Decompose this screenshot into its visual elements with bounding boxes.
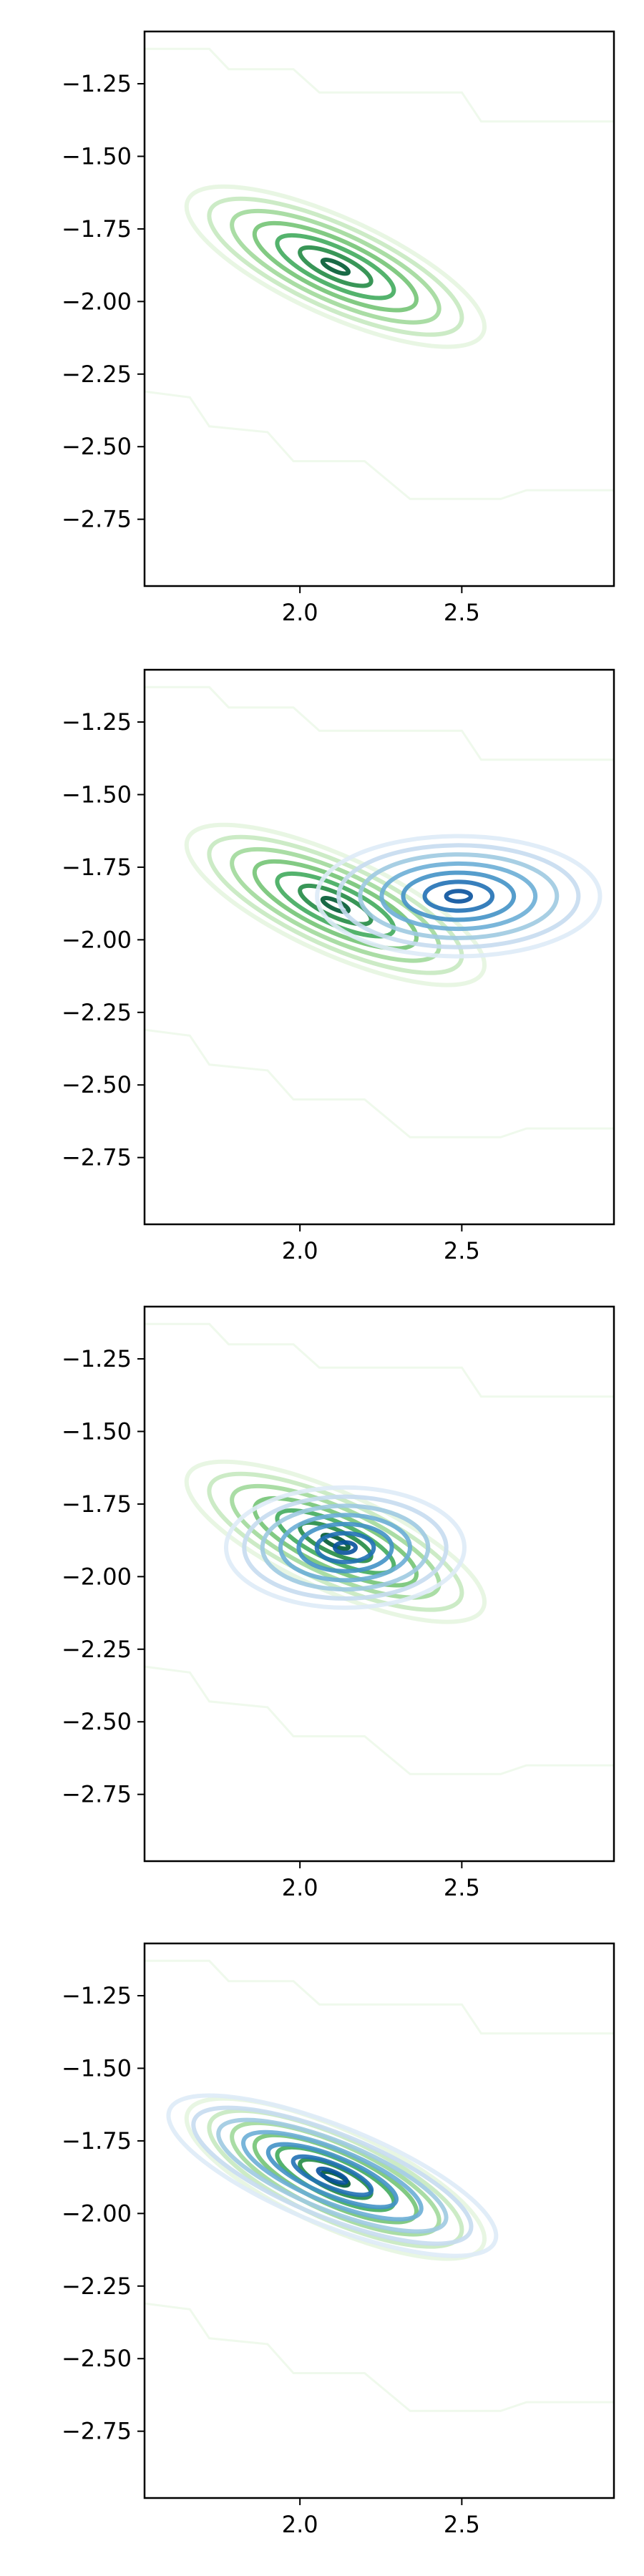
x-tick-label: 2.5 — [444, 1237, 480, 1264]
axes-frame — [143, 1942, 615, 2499]
blues-contour-level-3 — [358, 852, 560, 940]
y-tick-label: −2.50 — [62, 1708, 132, 1735]
blues-contour-level-4 — [278, 1513, 412, 1583]
y-tick-label: −2.25 — [62, 999, 132, 1026]
background-contour-line — [144, 1028, 614, 1138]
axes-frame — [143, 1305, 615, 1863]
y-tick-label: −2.25 — [62, 1636, 132, 1663]
blues-contour-level-3 — [216, 2117, 449, 2234]
blues-contour-level-5 — [401, 870, 517, 922]
blues-contour-level-2 — [242, 1494, 449, 1601]
chart-panel-3: 2.0 2.5 −1.25 −1.50 −1.75 −2.00 −2.25 −2.50 −2.7… — [62, 1305, 615, 1901]
greens-contour-level-3 — [230, 1483, 441, 1600]
background-contour-line — [145, 47, 614, 123]
y-tick-label: −1.25 — [62, 1345, 132, 1372]
greens-contour-level-2 — [207, 196, 464, 337]
blues-contour-level-2 — [191, 2105, 474, 2246]
y-tick-label: −2.00 — [62, 2200, 132, 2227]
y-tick-label: −1.75 — [62, 215, 132, 243]
x-tick-label: 2.0 — [282, 1874, 318, 1901]
y-tick-label: −1.50 — [62, 2054, 132, 2082]
y-tick-label: −2.75 — [62, 2418, 132, 2445]
y-tick-label: −1.50 — [62, 1418, 132, 1445]
background-contour-line — [144, 2302, 614, 2412]
background-contour-line — [145, 1959, 614, 2035]
greens-contour-level-4 — [252, 1496, 419, 1588]
y-tick-label: −1.25 — [62, 70, 132, 97]
background-contour-line — [145, 1322, 614, 1398]
y-tick-label: −2.25 — [62, 361, 132, 388]
x-tick-label: 2.0 — [282, 2511, 318, 2538]
background-contour-line — [144, 390, 614, 500]
blues-contour-level-7 — [316, 2166, 349, 2185]
blues-contour-level-4 — [379, 861, 538, 932]
greens-contour-level-5 — [275, 233, 396, 301]
axes-frame — [143, 30, 615, 587]
y-tick-label: −1.50 — [62, 781, 132, 808]
background-contour-line — [145, 686, 614, 761]
y-tick-label: −1.75 — [62, 1491, 132, 1518]
blues-contour-level-3 — [260, 1503, 431, 1592]
y-tick-label: −2.00 — [62, 926, 132, 953]
y-tick-label: −2.50 — [62, 433, 132, 460]
y-tick-label: −1.75 — [62, 2127, 132, 2155]
greens-contour-level-3 — [230, 208, 441, 325]
axes-frame — [143, 668, 615, 1226]
greens-contour-level-4 — [252, 220, 419, 313]
blues-contour-level-1 — [315, 834, 602, 959]
greens-contour-level-6 — [298, 245, 374, 288]
blues-contour-level-1 — [166, 2093, 499, 2258]
x-tick-label: 2.0 — [282, 599, 318, 626]
y-tick-label: −2.75 — [62, 1144, 132, 1171]
greens-contour-level-1 — [184, 184, 487, 349]
blues-contour-level-1 — [224, 1485, 467, 1610]
greens-contour-level-1 — [184, 822, 487, 987]
greens-contour-level-1 — [184, 1459, 487, 1624]
y-tick-label: −1.50 — [62, 142, 132, 170]
blues-contour-level-2 — [336, 843, 581, 950]
chart-panel-4: 2.0 2.5 −1.25 −1.50 −1.75 −2.00 −2.25 −2.50 −2.7… — [62, 1942, 615, 2538]
blues-contour-level-7 — [333, 1540, 358, 1556]
x-tick-label: 2.5 — [444, 599, 480, 626]
y-tick-label: −2.75 — [62, 506, 132, 533]
chart-panel-2: 2.0 2.5 −1.25 −1.50 −1.75 −2.00 −2.25 −2.50 −2.7… — [62, 668, 615, 1264]
y-tick-label: −2.00 — [62, 288, 132, 315]
blues-contour-level-4 — [241, 2129, 424, 2222]
blues-contour-level-5 — [296, 1521, 394, 1574]
y-tick-label: −1.25 — [62, 708, 132, 736]
blues-contour-level-6 — [422, 879, 495, 913]
y-tick-label: −1.75 — [62, 854, 132, 881]
background-contour-line — [144, 1665, 614, 1775]
greens-contour-level-2 — [207, 834, 464, 975]
x-tick-label: 2.5 — [444, 1874, 480, 1901]
blues-contour-level-7 — [444, 889, 473, 904]
greens-contour-level-7 — [320, 257, 351, 276]
y-tick-label: −2.50 — [62, 2345, 132, 2372]
blues-contour-level-6 — [314, 1531, 376, 1564]
y-tick-label: −2.25 — [62, 2273, 132, 2300]
greens-contour-level-5 — [275, 871, 396, 939]
y-tick-label: −2.00 — [62, 1563, 132, 1590]
y-tick-label: −2.75 — [62, 1781, 132, 1808]
x-tick-label: 2.5 — [444, 2511, 480, 2538]
chart-panel-1: 2.0 2.5 −1.25 −1.50 −1.75 −2.00 −2.25 −2.50 −2.7… — [62, 30, 615, 626]
blues-contour-level-6 — [291, 2154, 374, 2197]
blues-contour-level-5 — [265, 2142, 399, 2210]
y-tick-label: −1.25 — [62, 1982, 132, 2009]
y-tick-label: −2.50 — [62, 1071, 132, 1098]
x-tick-label: 2.0 — [282, 1237, 318, 1264]
